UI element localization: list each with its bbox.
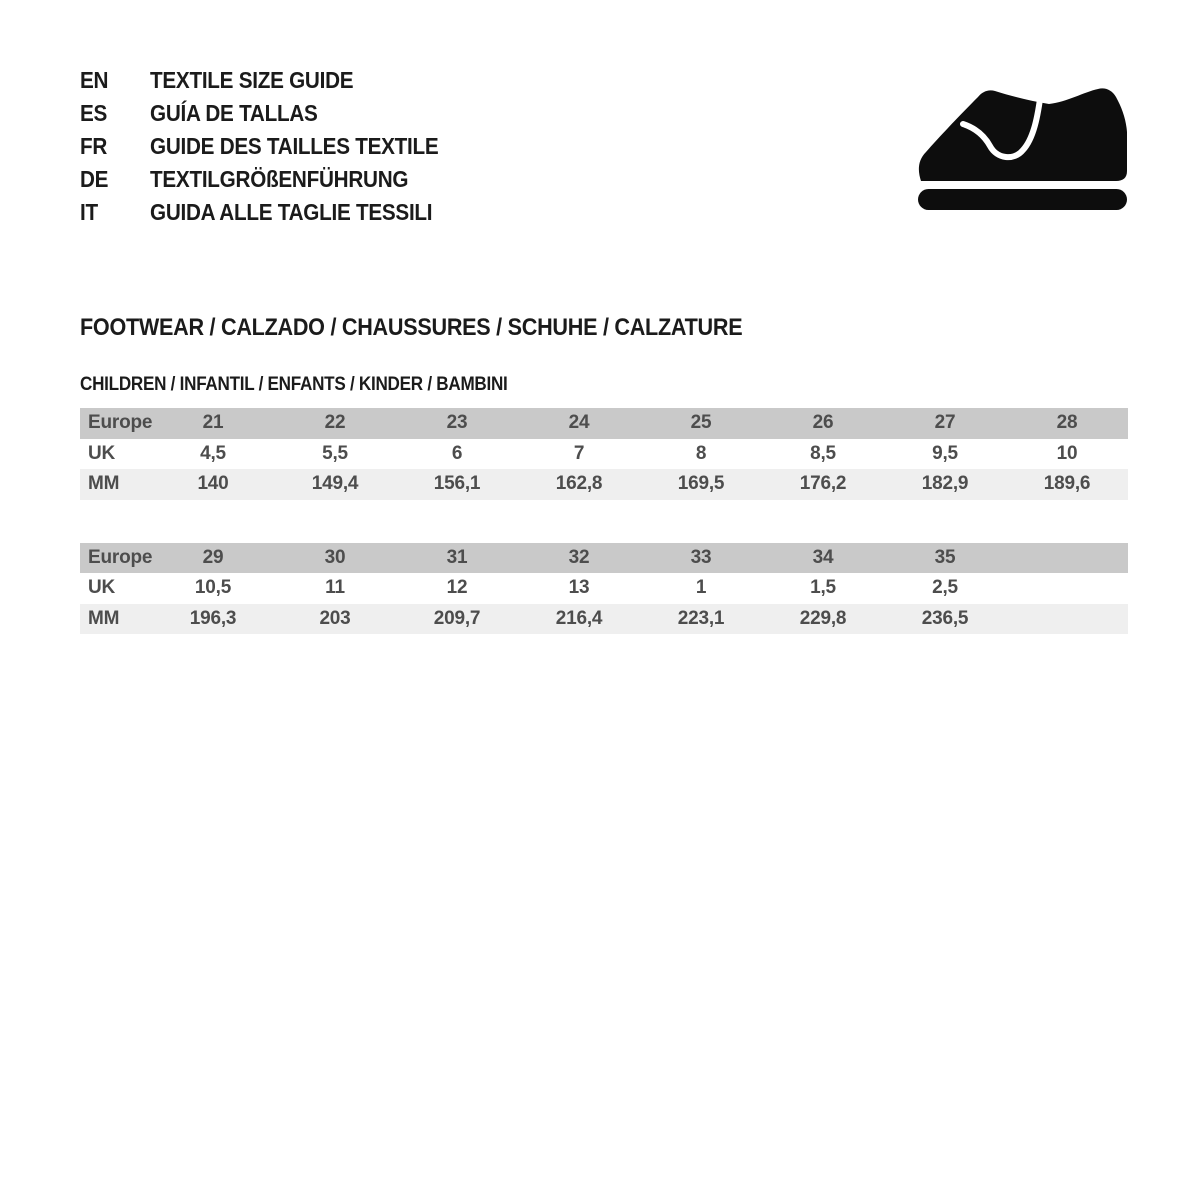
column-header-cell: 32 xyxy=(568,546,590,568)
language-title-text: GUIDA ALLE TAGLIE TESSILI xyxy=(150,199,433,225)
language-code-text: DE xyxy=(80,166,109,192)
table-row: UK 4,5 5,5 6 7 8 8,5 9,5 10 xyxy=(80,438,1128,469)
table-cell: 203 xyxy=(319,607,351,629)
language-title-text: GUIDE DES TAILLES TEXTILE xyxy=(150,133,439,159)
table-cell: 223,1 xyxy=(677,607,725,629)
column-header-cell: 29 xyxy=(202,546,224,568)
row-label: UK xyxy=(88,577,116,598)
table-cell: 189,6 xyxy=(1043,473,1091,494)
table-cell: 149,4 xyxy=(311,473,359,494)
language-title-text: TEXTILGRÖßENFÜHRUNG xyxy=(150,166,409,192)
table-cell: 8,5 xyxy=(810,442,836,464)
table-row: MM 196,3 203 209,7 216,4 223,1 229,8 236,5 xyxy=(80,603,1128,634)
table-row: Europe 21 22 23 24 25 26 27 28 xyxy=(80,408,1128,439)
column-header-cell: 28 xyxy=(1056,412,1078,433)
table-cell: 4,5 xyxy=(200,442,226,464)
language-code: DE xyxy=(80,166,150,193)
table-row: Europe 29 30 31 32 33 34 35 xyxy=(80,542,1128,573)
column-header-cell: 26 xyxy=(812,412,834,433)
table-cell: 216,4 xyxy=(555,607,603,629)
table-cell: 229,8 xyxy=(799,607,847,629)
table-cell: 140 xyxy=(197,473,229,494)
row-header-label: Europe xyxy=(88,412,153,433)
section-subtitle-text: CHILDREN / INFANTIL / ENFANTS / KINDER /… xyxy=(80,374,508,395)
table-cell: 10 xyxy=(1056,442,1078,464)
table-cell: 209,7 xyxy=(433,607,481,629)
header-section: EN TEXTILE SIZE GUIDE ES GUÍA DE TALLAS FR GU… xyxy=(80,0,1128,229)
language-title: TEXTILE SIZE GUIDE xyxy=(150,67,376,94)
table-cell: 11 xyxy=(325,577,345,598)
section-title: FOOTWEAR / CALZADO / CHAUSSURES / SCHUHE… xyxy=(80,314,1128,342)
table-cell: 176,2 xyxy=(799,473,847,494)
table-cell: 7 xyxy=(573,442,585,464)
row-label: UK xyxy=(88,442,116,464)
row-label: MM xyxy=(88,607,120,629)
language-list: EN TEXTILE SIZE GUIDE ES GUÍA DE TALLAS FR GU… xyxy=(80,64,1128,229)
table-cell: 13 xyxy=(568,577,590,598)
column-header-cell: 34 xyxy=(812,546,834,568)
table-cell: 2,5 xyxy=(932,577,958,598)
language-title: GUIDA ALLE TAGLIE TESSILI xyxy=(150,199,464,226)
language-title-text: GUÍA DE TALLAS xyxy=(150,100,318,126)
children-shoe-icon xyxy=(918,88,1127,210)
language-code-text: EN xyxy=(80,67,109,93)
language-code-text: FR xyxy=(80,133,108,159)
table-cell: 169,5 xyxy=(677,473,725,494)
column-header-cell: 27 xyxy=(934,412,956,433)
language-title: TEXTILGRÖßENFÜHRUNG xyxy=(150,166,437,193)
table-row: MM 140 149,4 156,1 162,8 169,5 176,2 182,9 189,6 xyxy=(80,469,1128,500)
table-cell: 5,5 xyxy=(322,442,348,464)
table-cell: 9,5 xyxy=(932,442,958,464)
column-header-cell: 33 xyxy=(690,546,712,568)
language-code: EN xyxy=(80,67,150,94)
language-row: FR GUIDE DES TAILLES TEXTILE xyxy=(80,130,1128,163)
table-cell: 6 xyxy=(451,442,463,464)
column-header-cell: 23 xyxy=(446,412,468,433)
section-title-text: FOOTWEAR / CALZADO / CHAUSSURES / SCHUHE… xyxy=(80,314,743,341)
table-cell: 196,3 xyxy=(189,607,237,629)
row-header-label: Europe xyxy=(88,546,153,568)
table-row: UK 10,5 11 12 13 1 1,5 2,5 xyxy=(80,573,1128,604)
table-cell: 1,5 xyxy=(810,577,836,598)
table-cell: 8 xyxy=(695,442,707,464)
row-label: MM xyxy=(88,473,120,494)
column-header-cell: 21 xyxy=(202,412,224,433)
size-table: Europe 21 22 23 24 25 26 27 28 UK 4,5 5,5 6 7 8 8,5 9,5 1… xyxy=(80,408,1128,500)
language-row: ES GUÍA DE TALLAS xyxy=(80,97,1128,130)
column-header-cell: 31 xyxy=(446,546,468,568)
table-cell: 10,5 xyxy=(194,577,232,598)
table-cell: 1 xyxy=(695,577,707,598)
column-header-cell: 30 xyxy=(324,546,346,568)
table-cell: 236,5 xyxy=(921,607,969,629)
table-cell: 182,9 xyxy=(921,473,969,494)
language-code: IT xyxy=(80,199,150,226)
table-cell: 156,1 xyxy=(433,473,481,494)
table-cell: 162,8 xyxy=(555,473,603,494)
section-subtitle: CHILDREN / INFANTIL / ENFANTS / KINDER /… xyxy=(80,374,1128,396)
size-guide-page: EN TEXTILE SIZE GUIDE ES GUÍA DE TALLAS FR GU… xyxy=(80,0,1128,634)
language-row: IT GUIDA ALLE TAGLIE TESSILI xyxy=(80,196,1128,229)
table-cell: 12 xyxy=(446,577,468,598)
column-header-cell: 22 xyxy=(324,412,346,433)
language-code-text: ES xyxy=(80,100,108,126)
language-row: EN TEXTILE SIZE GUIDE xyxy=(80,64,1128,97)
language-title: GUIDE DES TAILLES TEXTILE xyxy=(150,133,471,160)
column-header-cell: 35 xyxy=(934,546,956,568)
size-table: Europe 29 30 31 32 33 34 35 UK 10,5 11 12 13 1 1,5 2,5 M… xyxy=(80,542,1128,634)
language-title: GUÍA DE TALLAS xyxy=(150,100,336,127)
language-title-text: TEXTILE SIZE GUIDE xyxy=(150,67,354,93)
column-header-cell: 24 xyxy=(568,412,590,433)
language-code: ES xyxy=(80,100,150,127)
language-code-text: IT xyxy=(80,199,98,225)
language-row: DE TEXTILGRÖßENFÜHRUNG xyxy=(80,163,1128,196)
language-code: FR xyxy=(80,133,150,160)
column-header-cell: 25 xyxy=(690,412,712,433)
